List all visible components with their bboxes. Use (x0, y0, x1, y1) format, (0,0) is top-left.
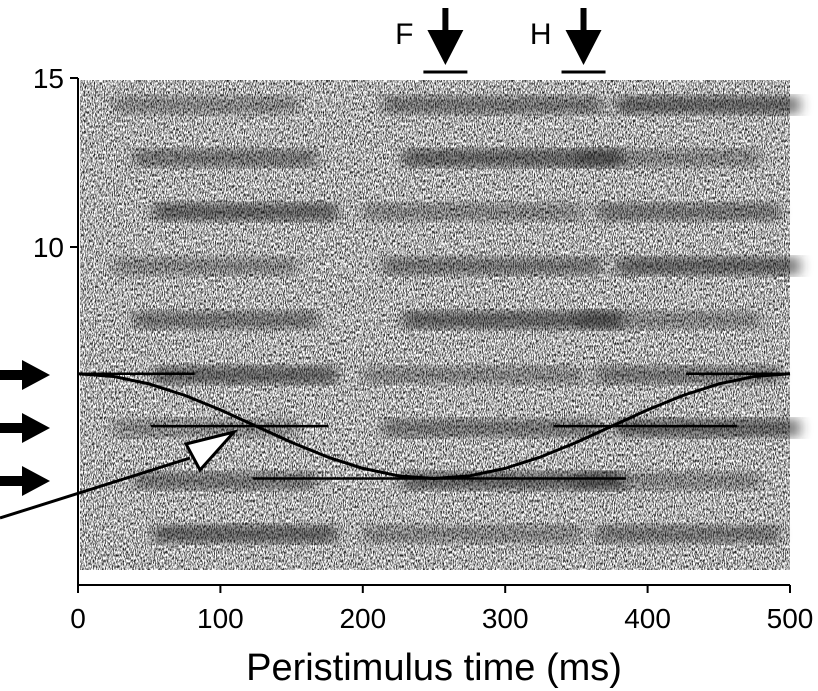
x-tick-label: 500 (767, 603, 814, 634)
side-arrows (0, 360, 239, 520)
x-tick-label: 0 (70, 603, 86, 634)
event-label: H (530, 18, 552, 51)
noise-overlay (80, 80, 790, 570)
x-tick-label: 400 (624, 603, 671, 634)
x-tick-label: 100 (197, 603, 244, 634)
event-arrow (427, 8, 464, 65)
event-arrow (565, 8, 602, 65)
raster-texture (80, 80, 800, 570)
x-axis-label: Peristimulus time (ms) (246, 647, 622, 689)
y-tick-label: 10 (33, 232, 64, 263)
x-tick-label: 200 (339, 603, 386, 634)
x-tick-label: 300 (482, 603, 529, 634)
curve (77, 372, 791, 481)
event-label: F (395, 18, 413, 51)
y-tick-label: 15 (33, 63, 64, 94)
plot: 10 15 0 100 200 300 400 500 Peristimulus time (m… (33, 8, 814, 689)
